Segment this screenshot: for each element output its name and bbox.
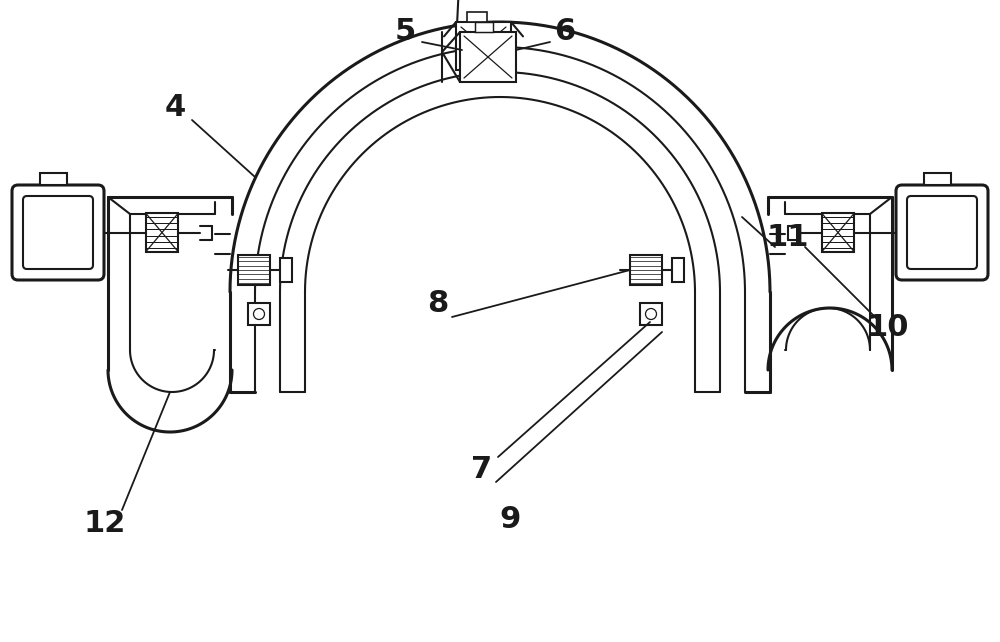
Bar	[456, 22, 511, 70]
Text: 12: 12	[84, 510, 126, 539]
Bar	[924, 173, 951, 185]
Bar	[460, 32, 516, 82]
FancyBboxPatch shape	[12, 185, 104, 280]
Text: 5: 5	[394, 17, 416, 46]
Bar	[672, 258, 684, 282]
Bar	[248, 303, 270, 325]
Text: 8: 8	[427, 290, 449, 318]
Bar	[146, 214, 178, 252]
Bar	[822, 214, 854, 252]
Bar	[467, 12, 487, 22]
Text: 11: 11	[767, 223, 809, 252]
Bar	[640, 303, 662, 325]
Bar	[238, 255, 270, 285]
FancyBboxPatch shape	[896, 185, 988, 280]
Text: 10: 10	[867, 313, 909, 342]
Bar	[40, 173, 67, 185]
Bar	[475, 22, 493, 32]
Text: 4: 4	[164, 92, 186, 121]
Bar	[630, 255, 662, 285]
Text: 9: 9	[499, 505, 521, 535]
FancyBboxPatch shape	[907, 196, 977, 269]
Bar	[280, 258, 292, 282]
Text: 6: 6	[554, 17, 576, 46]
Text: 7: 7	[471, 456, 493, 485]
FancyBboxPatch shape	[23, 196, 93, 269]
